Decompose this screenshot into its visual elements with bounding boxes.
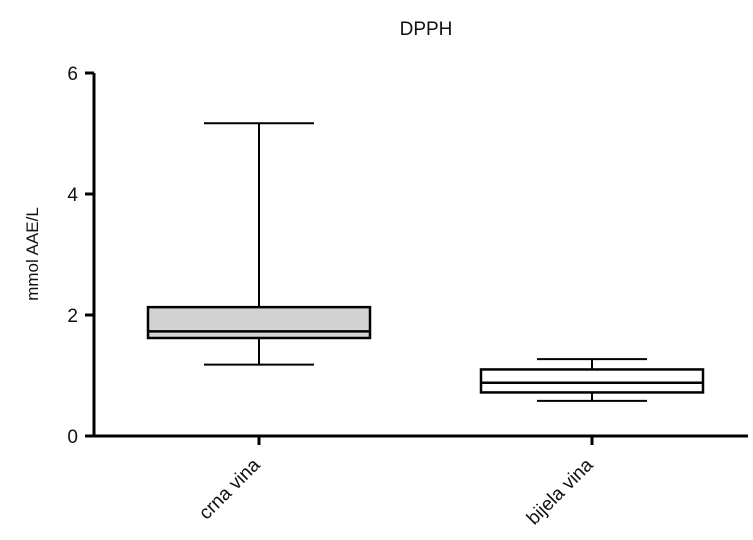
y-tick-label: 2 <box>67 306 78 327</box>
y-tick-label: 4 <box>67 185 78 206</box>
x-category-label: crna vina <box>195 454 265 524</box>
y-ticks: 0 2 4 6 <box>67 64 94 448</box>
y-tick-label: 6 <box>67 64 78 85</box>
y-tick-label: 0 <box>67 427 78 448</box>
x-ticks: crna vina bijela vina <box>195 436 598 529</box>
boxes <box>146 122 705 402</box>
iqr-box <box>479 368 705 394</box>
chart-title: DPPH <box>400 19 453 40</box>
x-category-label: bijela vina <box>523 454 598 529</box>
iqr-box <box>146 305 372 340</box>
y-axis-label: mmol AAE/L <box>23 207 42 301</box>
